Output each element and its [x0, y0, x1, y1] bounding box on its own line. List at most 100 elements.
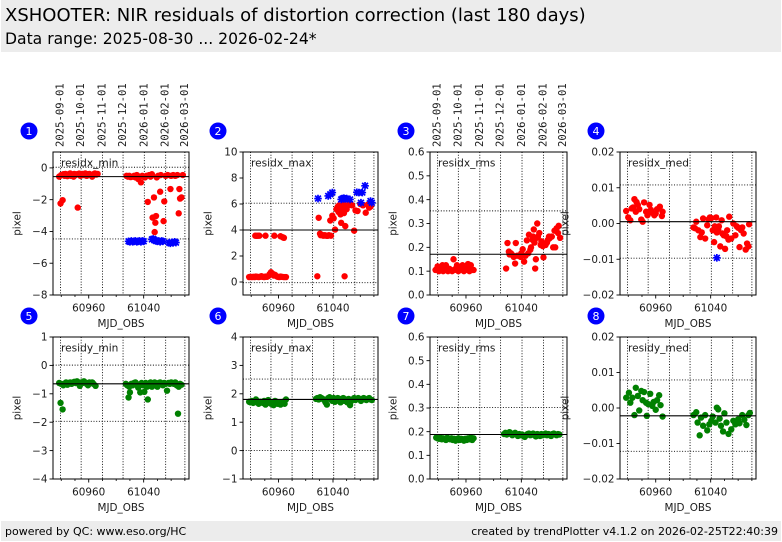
y-tick-label: 0.2: [408, 426, 425, 438]
data-point: [556, 234, 564, 241]
axes-frame: [242, 151, 379, 296]
x-axis-label: MJD_OBS: [98, 502, 145, 514]
data-point: [746, 409, 754, 417]
panel-number-badge: 1: [20, 122, 38, 140]
y-axis-label: pixel: [560, 211, 572, 236]
badge-circle: [587, 307, 605, 325]
panel-4: 4 −0.02 −0.01 0.00 0.01 0.02 60960 61040 residx_…: [560, 122, 757, 330]
data-point: [627, 399, 634, 406]
x-tick-label: 61040: [316, 303, 349, 315]
axes-frame: [242, 336, 379, 480]
x-tick-label: 61040: [505, 303, 538, 315]
data-point: [640, 199, 648, 206]
data-point: [314, 273, 321, 280]
data-point: [715, 223, 723, 230]
data-point: [160, 217, 167, 225]
y-tick-label: 3: [231, 360, 238, 372]
y-tick-label: 0.6: [408, 332, 425, 344]
y-tick-label: 0.5: [408, 355, 425, 367]
y-tick-label: 4: [231, 225, 238, 237]
top-date-label: 2025-12-01: [495, 83, 507, 147]
data-point: [627, 217, 634, 224]
y-tick-label: −0.01: [583, 438, 615, 450]
created-by-note: created by trendPlotter v4.1.2 on 2026-0…: [471, 525, 778, 538]
y-tick-label: −0.02: [583, 290, 615, 302]
x-axis-label: MJD_OBS: [287, 502, 334, 514]
x-axis-label: MJD_OBS: [287, 318, 334, 330]
data-point: [178, 194, 185, 201]
y-axis-label: pixel: [560, 396, 572, 421]
data-point: [736, 420, 743, 427]
y-tick-label: 6: [231, 199, 238, 211]
y-tick-label: 0.4: [408, 379, 425, 391]
data-range-subtitle: Data range: 2025-08-30 ... 2026-02-24*: [5, 30, 317, 48]
y-axis-label: pixel: [388, 211, 400, 236]
powered-by-link[interactable]: powered by QC: www.eso.org/HC: [5, 525, 187, 538]
data-point: [256, 232, 263, 239]
data-point: [726, 213, 733, 220]
data-point: [723, 227, 731, 234]
data-point: [712, 214, 720, 221]
y-axis-label: pixel: [388, 396, 400, 421]
y-tick-label: 0: [41, 163, 48, 175]
top-date-label: 2025-11-01: [474, 83, 486, 147]
data-point-star: [328, 188, 337, 197]
data-point: [137, 179, 145, 186]
panel-title: residx_rms: [438, 158, 495, 170]
data-point: [739, 224, 746, 231]
data-point: [59, 196, 66, 204]
x-tick-label: 61040: [127, 487, 160, 499]
x-tick-label: 61040: [127, 303, 160, 315]
x-axis-label: MJD_OBS: [475, 502, 522, 514]
panel-number: 7: [403, 310, 410, 323]
badge-circle: [397, 122, 415, 140]
badge-circle: [20, 307, 38, 325]
axes-frame: [52, 336, 190, 480]
panel-number-badge: 6: [209, 307, 227, 325]
y-tick-label: 0.4: [408, 194, 425, 206]
report-title: XSHOOTER: NIR residuals of distortion co…: [5, 5, 586, 26]
data-point: [178, 381, 185, 388]
y-tick-label: 2: [231, 251, 238, 263]
series-red: [622, 195, 753, 253]
series-green: [245, 394, 376, 409]
data-point: [659, 413, 666, 420]
data-point: [712, 419, 719, 426]
panel-number-badge: 2: [209, 122, 227, 140]
data-point: [144, 396, 151, 403]
data-point: [704, 427, 711, 434]
y-tick-label: 0.3: [408, 403, 425, 415]
data-point: [698, 229, 705, 236]
data-point: [636, 407, 643, 414]
data-point: [262, 232, 269, 239]
y-tick-label: −3: [32, 445, 47, 457]
data-point: [745, 221, 753, 228]
data-point: [531, 239, 538, 246]
series-green: [433, 428, 563, 444]
y-tick-label: −0.01: [583, 254, 615, 266]
data-point: [718, 217, 725, 224]
series-green: [622, 384, 754, 439]
data-point: [708, 214, 715, 222]
x-tick-label: 60960: [72, 303, 105, 315]
panel-title: residx_max: [251, 158, 311, 170]
axes-frame: [52, 151, 190, 296]
top-date-label: 2025-10-01: [452, 83, 464, 147]
data-point: [362, 209, 369, 216]
data-point: [709, 413, 716, 420]
data-point: [502, 265, 510, 272]
data-points: [622, 384, 754, 439]
data-point: [156, 188, 164, 195]
data-point: [126, 389, 134, 396]
badge-circle: [209, 122, 227, 140]
data-point: [721, 245, 729, 253]
data-point-star: [713, 254, 721, 262]
y-tick-label: 0.00: [591, 218, 614, 230]
data-point: [144, 198, 151, 206]
panel-number: 1: [26, 125, 33, 138]
y-tick-label: 0.0: [408, 290, 425, 302]
x-tick-label: 60960: [639, 487, 672, 499]
y-tick-label: −0.02: [583, 474, 615, 486]
data-point: [534, 220, 541, 227]
